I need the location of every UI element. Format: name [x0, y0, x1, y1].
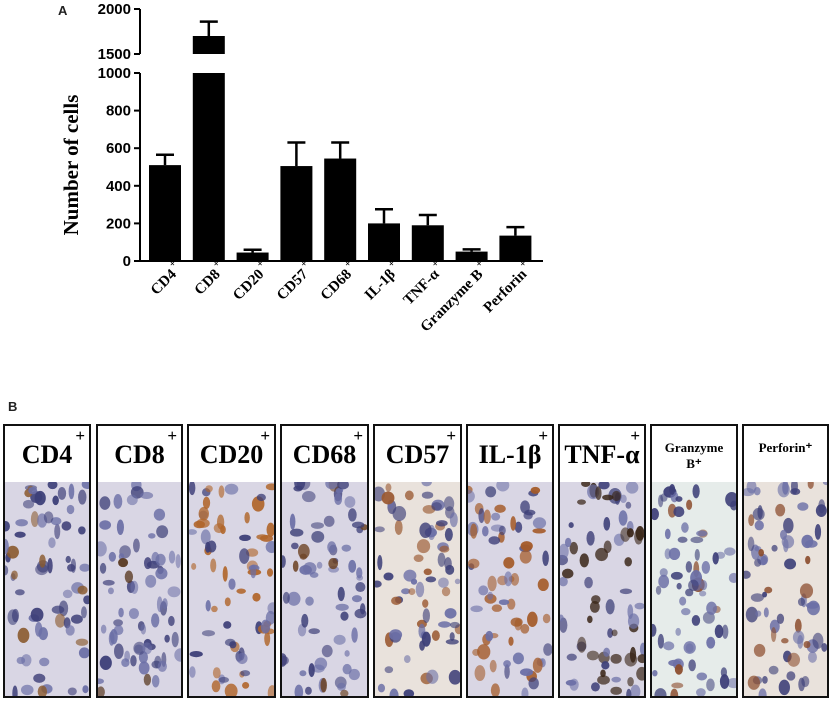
micrograph-label-superscript: +: [446, 426, 456, 445]
micrograph-image: [5, 482, 89, 696]
y-tick-label: 2000: [98, 1, 131, 18]
y-tick-label: 0: [123, 253, 131, 270]
micrograph-label-text: CD57: [385, 440, 450, 469]
x-tick-text: CD20: [230, 267, 267, 304]
micrograph-panel: CD68 +: [280, 424, 369, 698]
bar: [149, 165, 181, 261]
bar: [236, 252, 269, 261]
bar-chart: A Number of cells 0 200 400 600 800 1000 1500 2…: [58, 1, 543, 335]
micrograph-panel: CD20 +: [187, 424, 276, 698]
micrograph-label-superscript: +: [630, 426, 640, 445]
micrograph-panel: TNF-α +: [558, 424, 646, 698]
micrograph-label: TNF-α +: [560, 426, 644, 482]
micrograph-label-text: CD4: [21, 440, 73, 469]
x-tick-label: Perforin+: [481, 258, 531, 316]
x-tick-text: TNF-α: [401, 266, 443, 308]
micrograph-label-text: TNF-α: [564, 440, 640, 469]
y-tick-label: 400: [106, 178, 131, 195]
x-tick-labels: CD4+CD8+CD20+CD57+CD68+IL-1β+TNF-α+Granz…: [148, 258, 531, 335]
micrograph-image: [98, 482, 181, 696]
panel-a-letter: A: [58, 3, 68, 18]
x-tick-text: CD8: [192, 267, 224, 299]
x-tick-text: Perforin: [481, 266, 531, 316]
micrograph-label: Perforin⁺: [744, 426, 827, 482]
micrograph-image: [744, 482, 827, 696]
bar: [368, 223, 400, 261]
micrograph-label-text: CD8: [114, 440, 165, 469]
bar: [192, 73, 225, 261]
y-tick-label: 1500: [98, 46, 131, 63]
micrograph-label-text: Granzyme B⁺: [664, 440, 724, 471]
micrograph-label-text: IL-1β: [478, 440, 542, 469]
micrograph-panel: IL-1β +: [466, 424, 554, 698]
x-tick-label: CD8+: [192, 258, 224, 299]
micrograph-label-text: CD68: [292, 440, 357, 469]
micrograph-label: CD8 +: [98, 426, 181, 482]
micrograph-label: CD4 +: [5, 426, 89, 482]
micrograph-panel: CD57 +: [373, 424, 462, 698]
x-tick-label: CD57+: [274, 258, 312, 304]
bar: [455, 251, 488, 261]
x-tick-text: CD4: [148, 266, 180, 298]
bar: [280, 166, 313, 261]
micrograph-image: [189, 482, 274, 696]
micrograph-strip: CD4 + CD8 + CD20 + CD68 + CD57 + IL-1β + TNF-α + Granz…: [3, 424, 829, 698]
micrograph-label: CD20 +: [189, 426, 274, 482]
x-tick-label: Granzyme B+: [418, 258, 487, 335]
y-axis-label: Number of cells: [59, 95, 83, 236]
bar-upper-segment: [192, 36, 225, 54]
micrograph-label-superscript: +: [260, 426, 270, 445]
x-tick-text: CD68: [318, 267, 355, 304]
micrograph-label-text: CD20: [199, 440, 264, 469]
panel-b-letter: B: [8, 399, 18, 414]
x-tick-label: CD68+: [318, 258, 355, 304]
bar: [499, 235, 532, 261]
micrograph-image: [652, 482, 736, 696]
x-tick-label: CD20+: [230, 258, 267, 304]
y-tick-label: 600: [106, 140, 131, 157]
micrograph-panel: Perforin⁺: [742, 424, 829, 698]
bar: [324, 158, 357, 261]
micrograph-label: Granzyme B⁺: [652, 426, 736, 482]
micrograph-label-superscript: +: [538, 426, 548, 445]
micrograph-image: [560, 482, 644, 696]
micrograph-label: CD57 +: [375, 426, 460, 482]
micrograph-label-superscript: +: [353, 426, 363, 445]
micrograph-label: CD68 +: [282, 426, 367, 482]
micrograph-image: [468, 482, 552, 696]
bar: [411, 225, 444, 261]
micrograph-label-superscript: +: [75, 426, 85, 445]
y-tick-label: 200: [106, 215, 131, 232]
bars-layer: [149, 20, 532, 261]
y-tick-label: 800: [106, 103, 131, 120]
micrograph-label-text: Perforin⁺: [758, 440, 813, 455]
x-tick-label: CD4+: [148, 258, 180, 298]
x-tick-text: IL-1β: [362, 266, 399, 303]
x-tick-label: IL-1β+: [362, 258, 399, 303]
x-tick-text: CD57: [274, 266, 312, 304]
micrograph-image: [282, 482, 367, 696]
micrograph-label-superscript: +: [167, 426, 177, 445]
micrograph-panel: CD4 +: [3, 424, 91, 698]
micrograph-image: [375, 482, 460, 696]
y-tick-label: 1000: [98, 65, 131, 82]
micrograph-label: IL-1β +: [468, 426, 552, 482]
micrograph-panel: CD8 +: [96, 424, 183, 698]
micrograph-panel: Granzyme B⁺: [650, 424, 738, 698]
